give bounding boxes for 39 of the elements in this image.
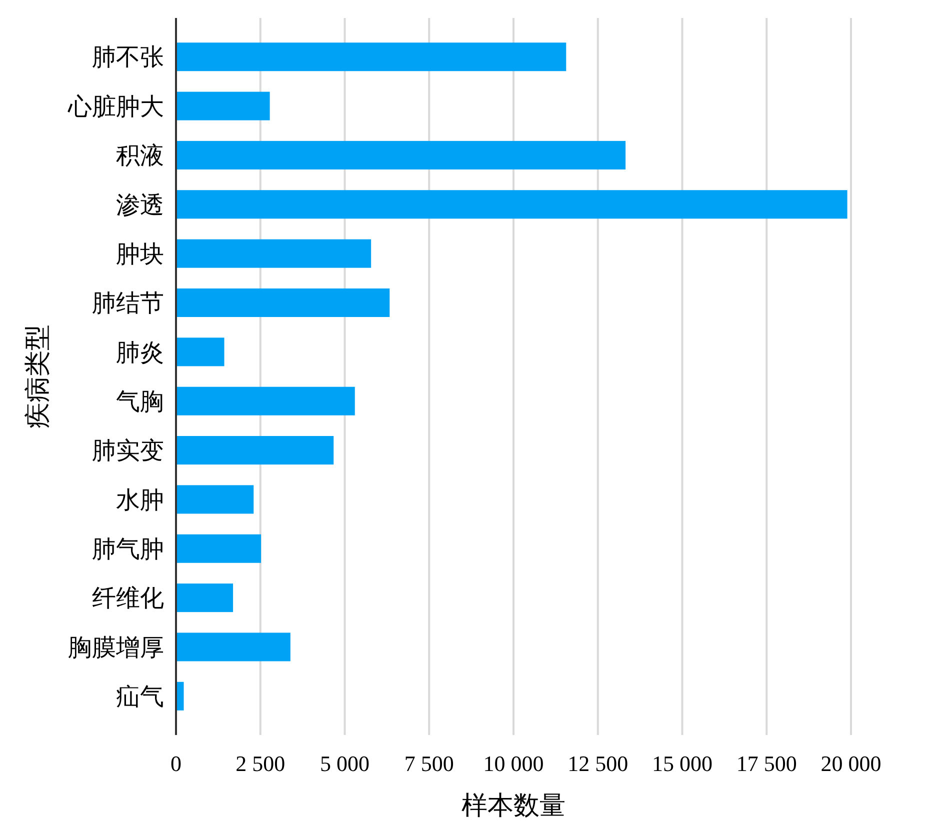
y-tick-label: 肺气肿	[92, 537, 164, 564]
y-tick-label: 气胸	[116, 389, 164, 416]
y-tick-label: 肺结节	[92, 291, 164, 318]
x-tick-label: 17 500	[736, 751, 797, 776]
y-tick-label: 疝气	[116, 684, 164, 711]
bar	[176, 485, 254, 514]
bar	[176, 436, 334, 465]
bar	[176, 682, 184, 710]
x-tick-label: 0	[170, 751, 182, 776]
x-tick-label: 15 000	[652, 751, 712, 776]
x-tick-label: 5 000	[320, 751, 370, 776]
x-tick-label: 10 000	[483, 751, 544, 776]
x-tick-label: 20 000	[820, 751, 882, 776]
y-axis-title: 疾病类型	[23, 324, 52, 428]
bar	[176, 338, 224, 366]
bar	[176, 190, 848, 219]
y-tick-label: 胸膜增厚	[68, 635, 164, 662]
x-tick-label: 12 500	[568, 751, 628, 776]
bar	[176, 584, 234, 612]
bar	[176, 386, 355, 416]
y-tick-label: 水肿	[116, 488, 164, 514]
bar	[176, 288, 390, 317]
y-tick-label: 肺炎	[116, 340, 164, 366]
bar	[176, 42, 566, 72]
bar	[176, 239, 372, 268]
bar	[176, 92, 270, 120]
bar	[176, 632, 290, 662]
x-axis-title: 样本数量	[462, 791, 566, 820]
y-tick-label: 心脏肿大	[67, 93, 164, 120]
x-tick-label: 7 500	[404, 751, 454, 776]
y-tick-label: 积液	[116, 142, 164, 170]
y-tick-label: 纤维化	[92, 585, 164, 612]
y-tick-label: 渗透	[116, 192, 164, 219]
y-tick-label: 肺实变	[92, 438, 164, 465]
bar	[176, 534, 262, 563]
x-tick-label: 2 500	[236, 751, 286, 776]
y-tick-label: 肺不张	[92, 45, 164, 72]
bar	[176, 140, 626, 170]
y-tick-label: 肿块	[116, 242, 164, 268]
